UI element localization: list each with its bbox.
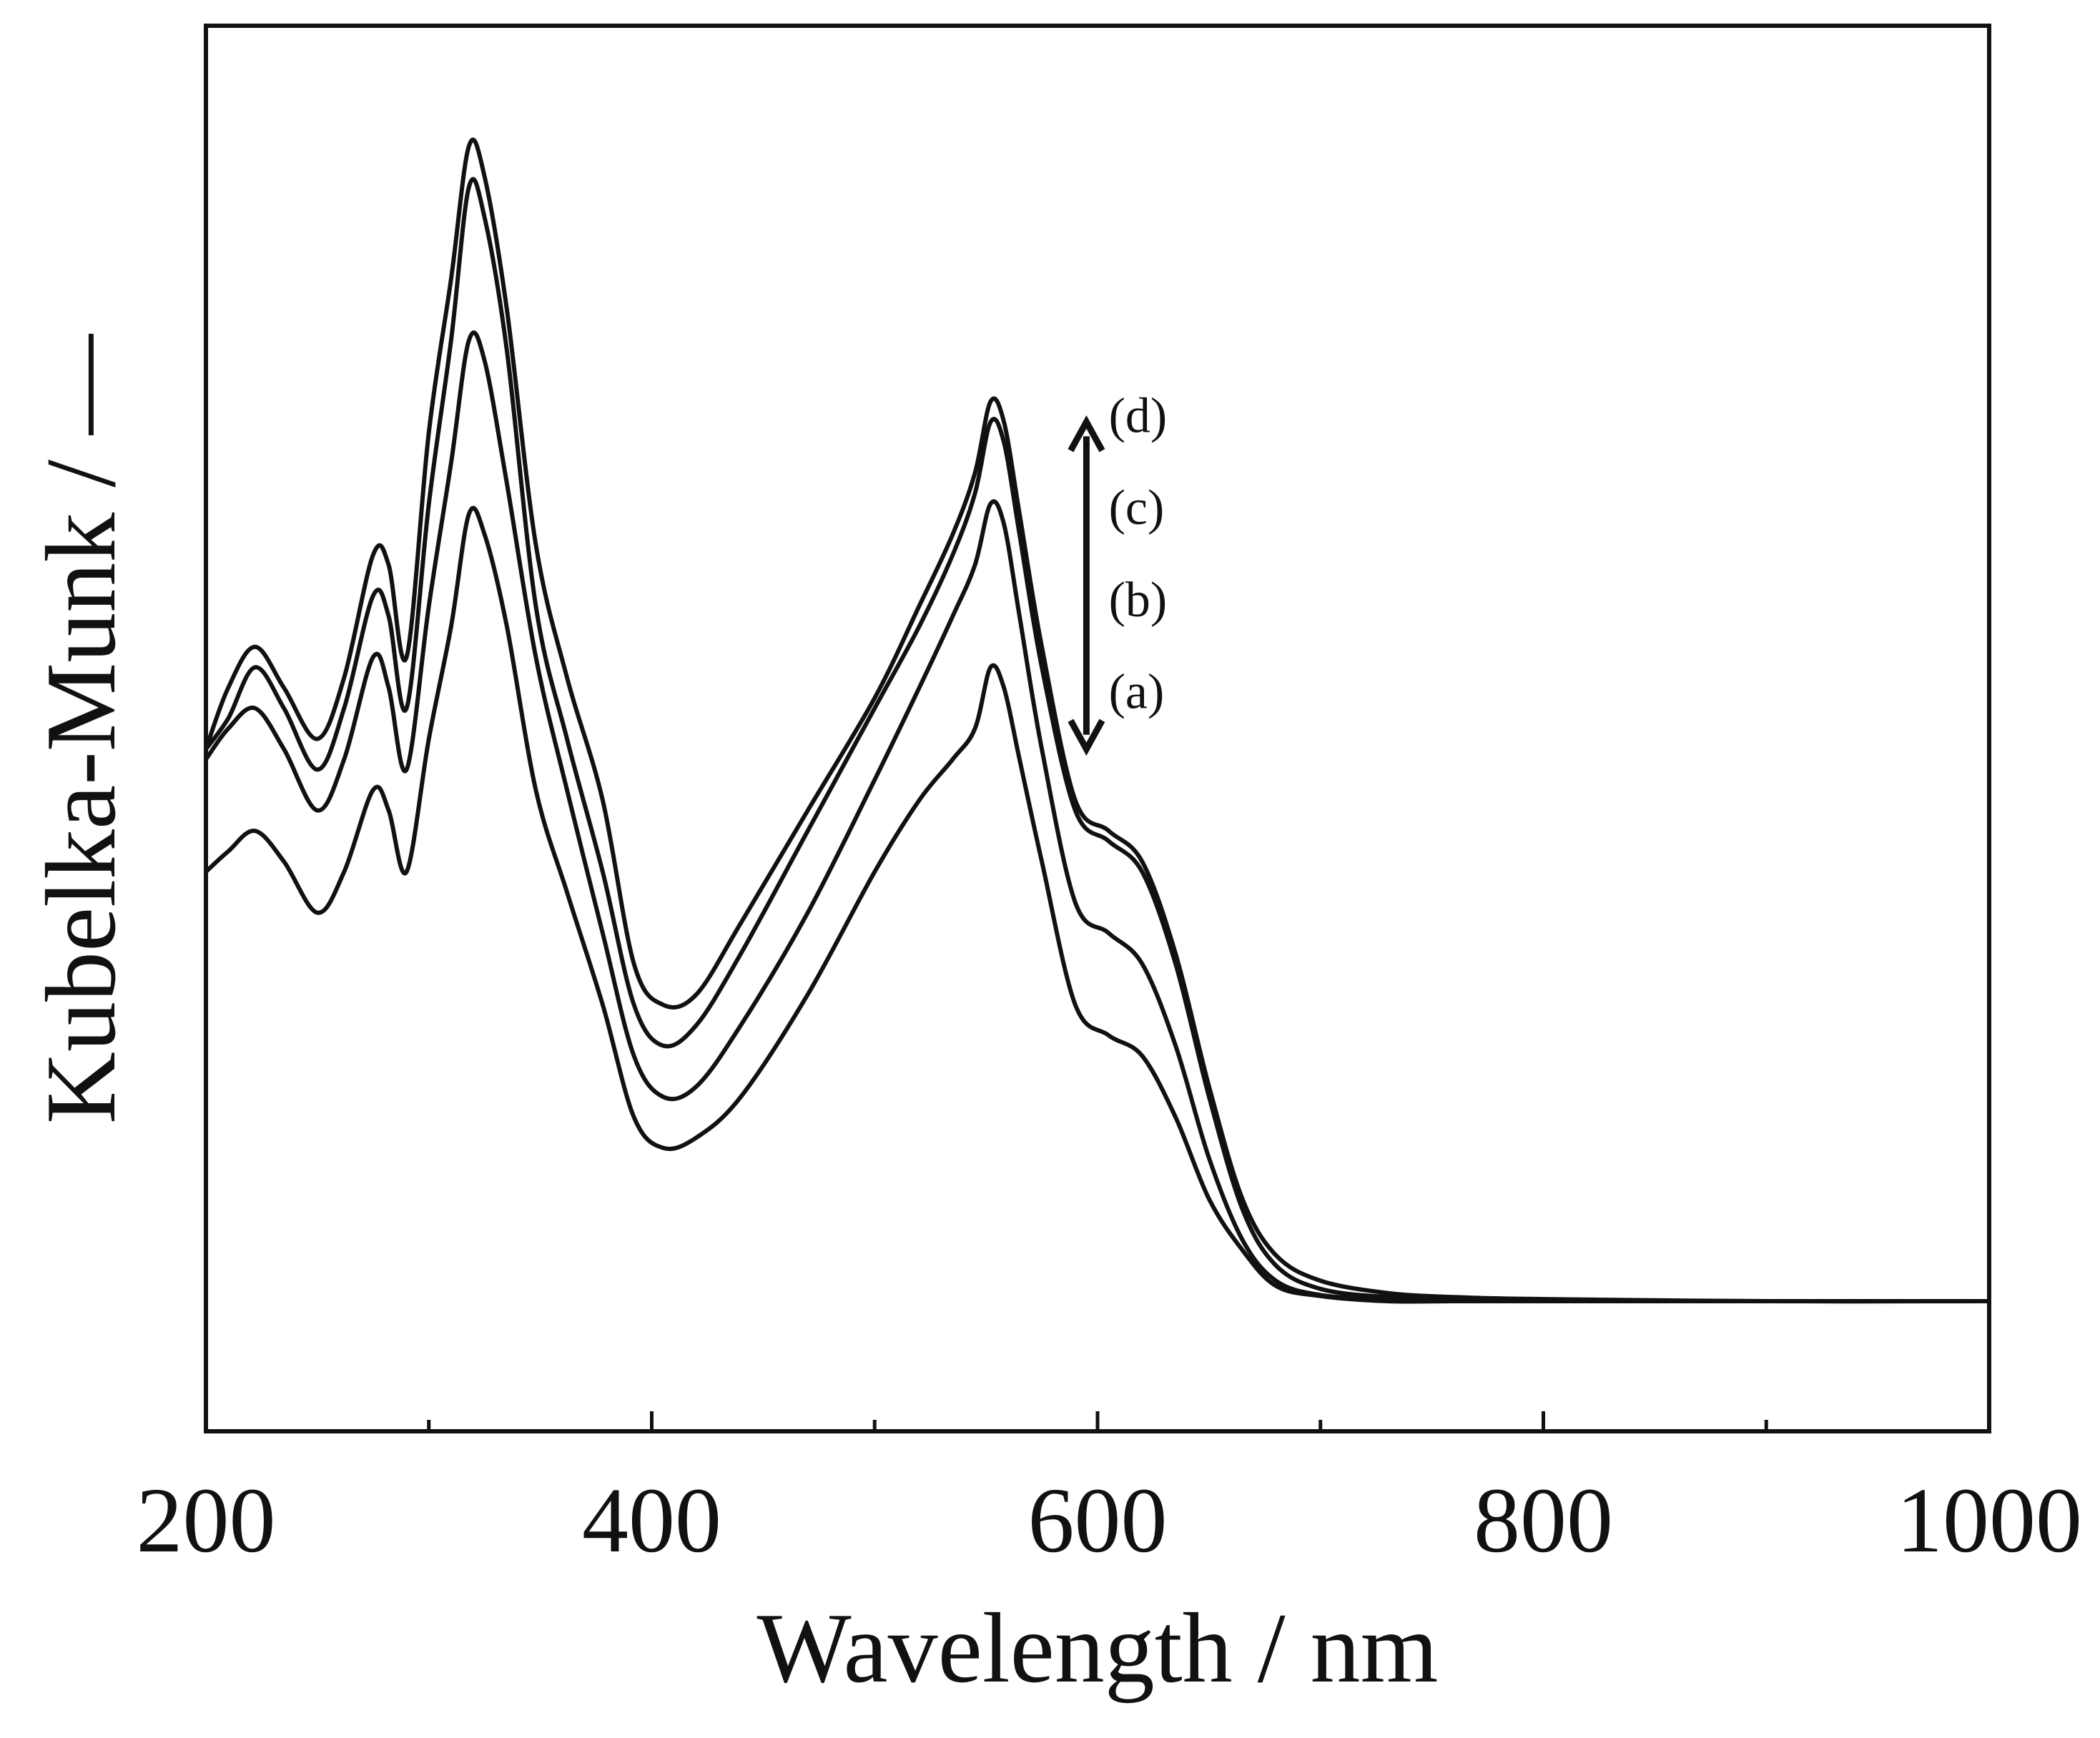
arrow-head-up [1068,415,1105,453]
x-axis-label: Wavelength / nm [757,1593,1439,1704]
series-line-2 [204,330,1991,1304]
series-label: (a) [1109,665,1165,720]
series-line-4 [204,137,1991,1304]
x-tick-label: 1000 [1896,1469,2082,1572]
series-label: (c) [1109,480,1165,535]
arrow-head-down [1068,719,1105,756]
arrow [1068,415,1105,756]
series-label: (d) [1109,389,1168,444]
y-axis-label: Kubelka-Munk / — [26,334,137,1124]
series-line-3 [204,177,1991,1304]
x-tick-label: 600 [1028,1469,1168,1572]
series-line-1 [204,505,1991,1304]
x-tick-label: 400 [582,1469,721,1572]
series-labels: (a) (b) (c) (d) [1109,389,1168,720]
x-axis-ticks: 200 400 600 800 1000 [137,1411,2082,1572]
x-tick-label: 800 [1474,1469,1613,1572]
curves-group [204,137,1991,1304]
series-label: (b) [1109,573,1168,628]
x-tick-label: 200 [137,1469,276,1572]
